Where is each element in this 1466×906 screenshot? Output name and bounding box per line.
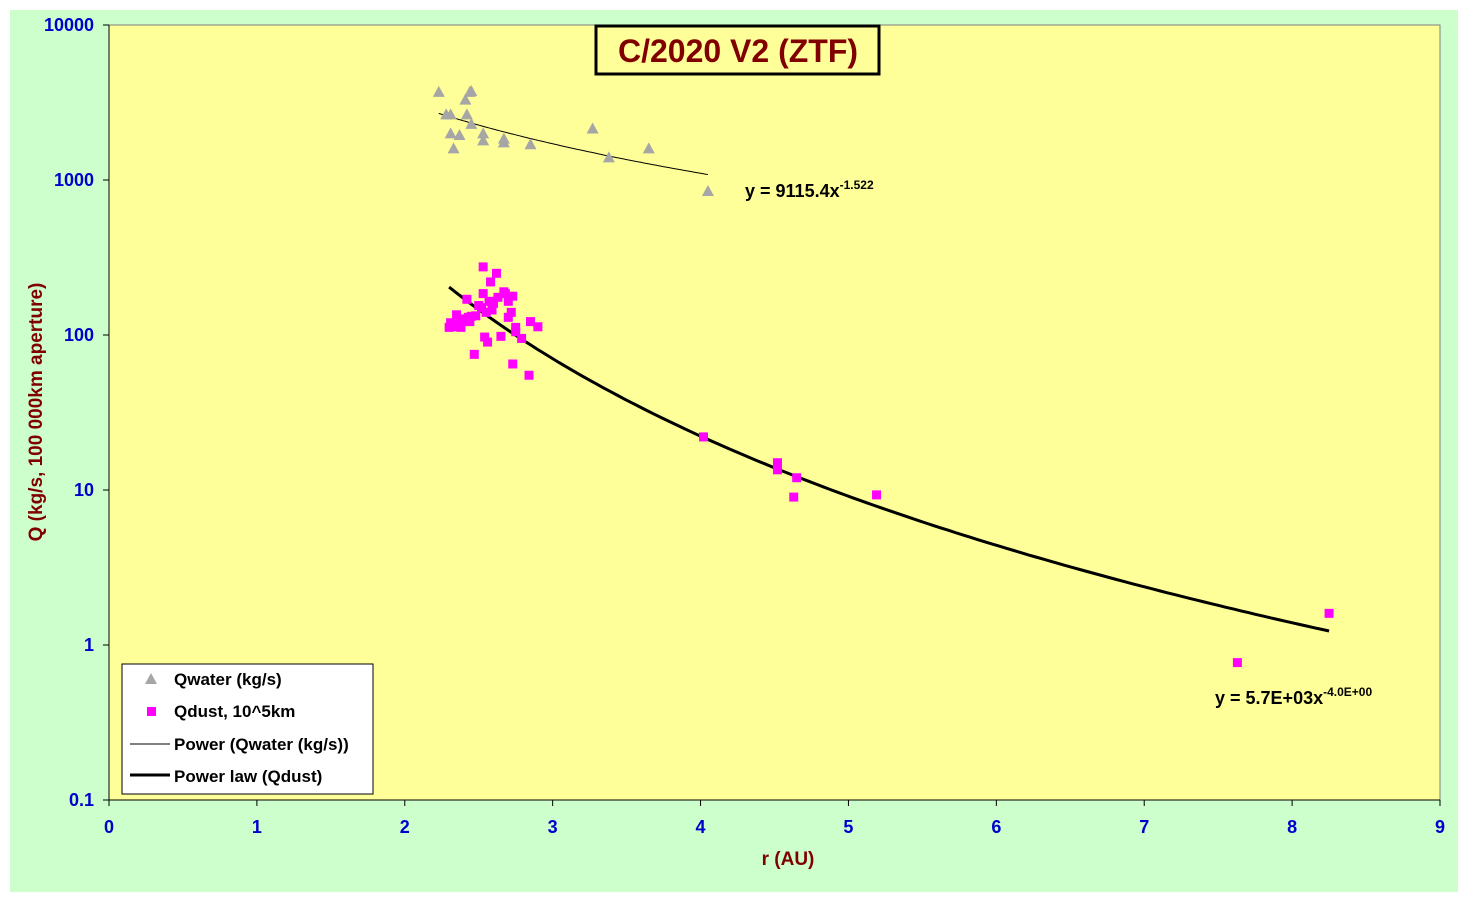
water-point	[444, 108, 457, 120]
water-point	[453, 129, 466, 141]
water-point	[459, 93, 472, 105]
water-point	[477, 134, 490, 146]
water-fit-equation: y = 9115.4x-1.522	[745, 178, 874, 201]
x-axis: 0 1 2 3 4 5 6 7 8 9	[104, 799, 1445, 837]
x-tick-label: 2	[400, 817, 410, 837]
y-axis-title: Q (kg/s, 100 000km aperture)	[26, 283, 47, 542]
legend-water-marker	[145, 673, 157, 684]
dust-point	[478, 262, 488, 272]
y-tick-label: 100	[64, 325, 94, 345]
y-tick-label: 0.1	[69, 790, 94, 810]
water-point	[465, 85, 478, 97]
water-point	[524, 138, 537, 150]
dust-point	[872, 490, 882, 500]
dust-point	[500, 289, 510, 299]
y-tick-label: 1	[84, 635, 94, 655]
dust-point	[533, 322, 543, 332]
dust-point	[496, 331, 506, 341]
water-point	[447, 142, 460, 154]
data-markers	[432, 85, 1334, 668]
dust-point	[486, 277, 496, 287]
x-tick-label: 3	[548, 817, 558, 837]
x-tick-label: 9	[1435, 817, 1445, 837]
water-point	[497, 136, 510, 148]
dust-fit-equation-text: y = 5.7E+03x-4.0E+00	[1215, 685, 1372, 708]
y-axis: 0.1 1 10 100 1000 10000	[44, 15, 110, 810]
title-box-frame	[594, 24, 881, 76]
dust-point	[508, 359, 518, 369]
water-point	[465, 117, 478, 129]
dust-point	[789, 492, 799, 502]
dust-point	[491, 268, 501, 278]
dust-point	[524, 370, 534, 380]
fit-lines	[438, 112, 1330, 633]
y-tick-label: 10	[74, 480, 94, 500]
water-fit-equation-text: y = 9115.4x-1.522	[745, 178, 874, 201]
dust-point	[699, 432, 709, 442]
water-point	[602, 151, 615, 163]
dust-point	[525, 317, 535, 327]
x-tick-label: 4	[696, 817, 706, 837]
legend-dust-marker	[147, 707, 156, 716]
dust-point	[493, 292, 503, 302]
dust-point	[489, 298, 499, 308]
legend: Qwater (kg/s) Qdust, 10^5km Power (Qwate…	[121, 663, 374, 795]
water-fit-equation-exponent: -1.522	[840, 178, 874, 192]
legend-water-fit-label: Power (Qwater (kg/s))	[174, 735, 349, 754]
dust-point	[517, 333, 527, 343]
dust-point	[456, 322, 466, 332]
dust-power-fit-line	[448, 285, 1330, 633]
water-point	[444, 127, 457, 139]
x-tick-label: 5	[843, 817, 853, 837]
dust-point	[477, 303, 487, 313]
dust-point	[792, 473, 802, 483]
dust-point	[462, 294, 472, 304]
x-tick-label: 1	[252, 817, 262, 837]
y-tick-label: 1000	[54, 170, 94, 190]
dust-point	[478, 289, 488, 299]
x-axis-title: r (AU)	[762, 849, 815, 870]
dust-point	[772, 465, 782, 475]
x-tick-label: 8	[1287, 817, 1297, 837]
water-point	[642, 142, 655, 154]
dust-point	[503, 296, 513, 306]
dust-fit-equation-exponent: -4.0E+00	[1323, 685, 1372, 699]
water-point	[432, 85, 445, 97]
x-tick-label: 6	[991, 817, 1001, 837]
water-point	[460, 108, 473, 120]
dust-point	[471, 311, 481, 321]
dust-point	[487, 305, 497, 315]
dust-point	[772, 458, 782, 468]
dust-point	[481, 307, 491, 317]
dust-point	[1324, 608, 1334, 618]
dust-point	[511, 327, 521, 337]
legend-water-label: Qwater (kg/s)	[174, 670, 282, 689]
dust-point	[480, 332, 490, 342]
water-point	[586, 122, 599, 134]
chart-title: C/2020 V2 (ZTF)	[618, 33, 858, 69]
dust-point	[1232, 658, 1242, 668]
water-point	[477, 127, 490, 139]
water-point	[701, 184, 714, 196]
dust-point	[483, 337, 493, 347]
y-tick-label: 10000	[44, 15, 94, 35]
dust-fit-equation-base: y = 5.7E+03x	[1215, 688, 1323, 708]
dust-point	[469, 349, 479, 359]
x-tick-label: 7	[1139, 817, 1149, 837]
water-power-fit-line	[438, 112, 708, 175]
title-box: C/2020 V2 (ZTF)	[594, 24, 881, 76]
legend-frame	[121, 663, 374, 795]
dust-point	[465, 317, 475, 327]
legend-dust-fit-label: Power law (Qdust)	[174, 767, 322, 786]
x-tick-label: 0	[104, 817, 114, 837]
dust-fit-equation: y = 5.7E+03x-4.0E+00	[1215, 685, 1372, 708]
dust-point	[503, 312, 513, 322]
dust-point	[452, 310, 462, 320]
water-fit-equation-base: y = 9115.4x	[745, 181, 840, 201]
legend-dust-label: Qdust, 10^5km	[174, 702, 295, 721]
dust-point	[506, 307, 516, 317]
dust-point	[508, 291, 518, 301]
